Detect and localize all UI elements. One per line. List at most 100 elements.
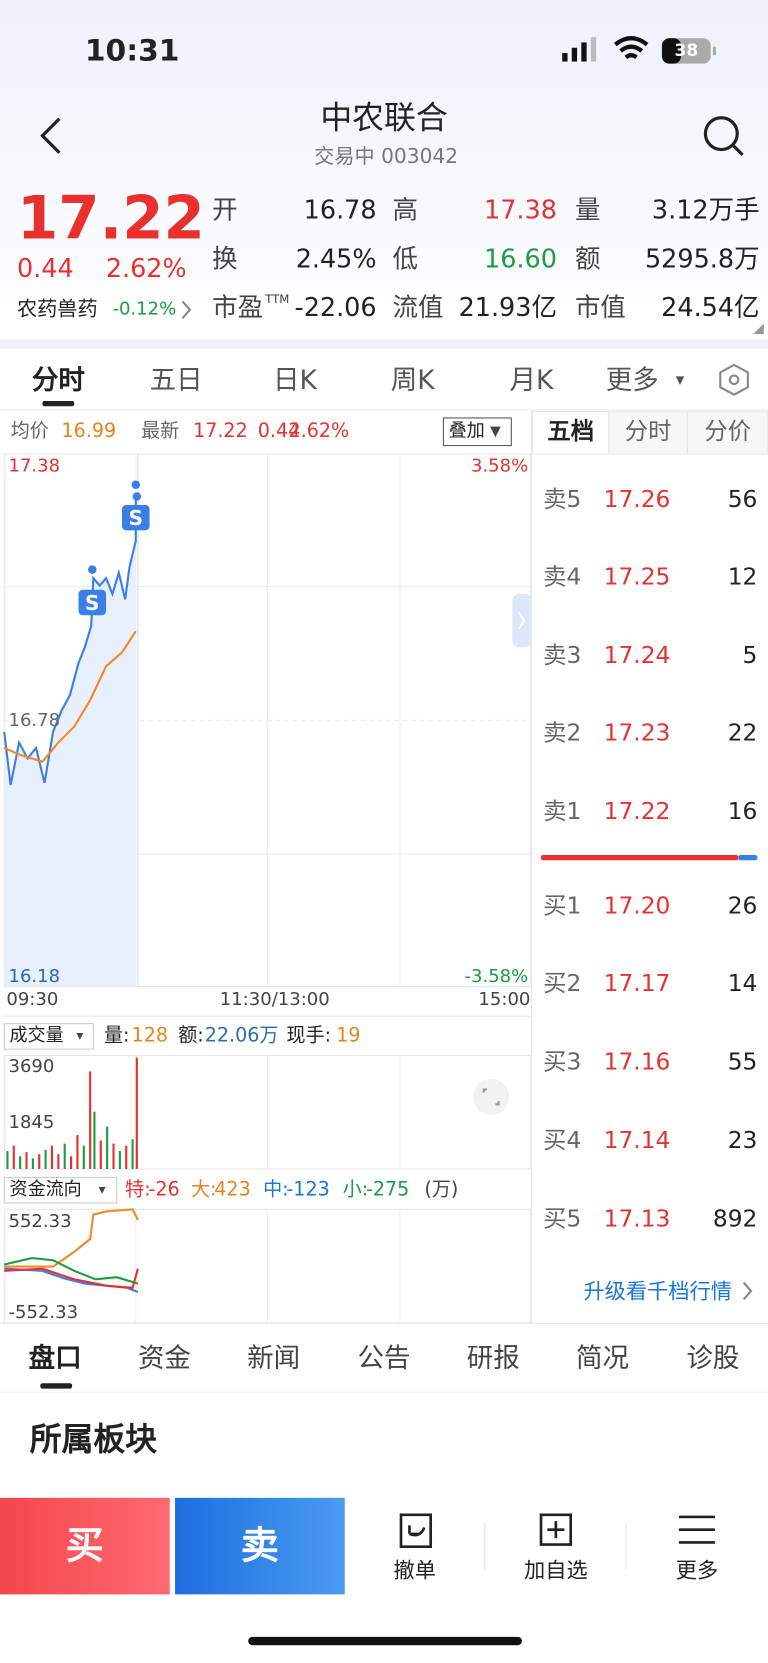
- overlay-button[interactable]: 叠加: [448, 420, 485, 442]
- volume-selector[interactable]: 成交量: [9, 1025, 64, 1047]
- settings-icon[interactable]: [728, 374, 740, 386]
- stock-name: 中农联合: [320, 99, 448, 137]
- trade-dot: [88, 565, 97, 574]
- chart-tab[interactable]: 分时: [31, 364, 85, 396]
- back-icon[interactable]: [40, 117, 61, 154]
- avg-label: 均价: [10, 420, 49, 443]
- ob-tab-box[interactable]: [531, 411, 610, 455]
- chart-tab[interactable]: 更多: [605, 364, 659, 396]
- fund-value: 423: [214, 1178, 251, 1201]
- stat-label: 量: [574, 195, 601, 225]
- time-label: 09:30: [6, 989, 59, 1011]
- volume-tick: 3690: [8, 1056, 55, 1078]
- ob-price: 17.26: [603, 486, 671, 514]
- ob-tab-box[interactable]: [686, 411, 768, 455]
- signal: [581, 42, 587, 62]
- fund-selector[interactable]: 资金流向: [9, 1179, 82, 1201]
- fund-label: 小:: [342, 1178, 369, 1201]
- sell-marker: [121, 504, 150, 531]
- cancel-icon[interactable]: [399, 1513, 433, 1548]
- stat-label: 高: [392, 195, 418, 225]
- buy-sell-ratio-bar: [738, 855, 758, 861]
- dropdown-arrow: ▾: [675, 369, 685, 390]
- ob-price: 17.25: [603, 564, 671, 591]
- ob-volume: 16: [727, 798, 758, 826]
- sell-button[interactable]: [175, 1497, 345, 1595]
- ob-label: 买3: [543, 1049, 582, 1076]
- buy-button[interactable]: [0, 1497, 170, 1595]
- volume-value: 128: [131, 1024, 168, 1048]
- expand-handle-icon[interactable]: [517, 611, 526, 630]
- amount-label: 额:: [178, 1024, 204, 1048]
- volume-selector-box[interactable]: [3, 1023, 94, 1050]
- chart-tab[interactable]: 日K: [272, 364, 317, 396]
- hand-label: 现手:: [286, 1024, 332, 1048]
- watch-icon[interactable]: [539, 1513, 573, 1546]
- ob-volume: 5: [742, 642, 758, 670]
- ob-price: 17.20: [603, 893, 671, 920]
- ob-label: 买5: [543, 1206, 582, 1233]
- ob-label: 买2: [543, 970, 582, 998]
- status-time: 10:31: [84, 32, 180, 68]
- upgrade-link[interactable]: 升级看千档行情: [583, 1278, 732, 1304]
- ob-tab[interactable]: 分时: [624, 419, 672, 446]
- info-tab[interactable]: 盘口: [28, 1342, 82, 1374]
- more-icon[interactable]: [678, 1515, 715, 1544]
- stat-value: 5295.8万: [644, 243, 760, 274]
- cancel-label[interactable]: 撤单: [393, 1557, 436, 1583]
- ob-label: 卖5: [543, 486, 582, 514]
- stat-value: 24.54亿: [661, 292, 760, 323]
- stock-status: 交易中 003042: [314, 144, 459, 169]
- hand-value: 19: [336, 1024, 361, 1048]
- sell-label[interactable]: 卖: [240, 1524, 279, 1568]
- ob-price: 17.17: [603, 970, 671, 998]
- info-tab[interactable]: 新闻: [247, 1342, 301, 1374]
- ob-label: 买1: [543, 893, 582, 920]
- ob-tab[interactable]: 五档: [547, 419, 595, 446]
- info-tab[interactable]: 简况: [576, 1342, 630, 1374]
- info-tab[interactable]: 诊股: [686, 1342, 740, 1374]
- sector-name: 农药兽药: [16, 297, 98, 321]
- search-icon[interactable]: [703, 116, 739, 152]
- volume-bar: [76, 1135, 79, 1170]
- battery-tip: [712, 46, 717, 56]
- ob-price: 17.14: [603, 1127, 671, 1155]
- volume-bar: [63, 1143, 66, 1170]
- ob-tab-box[interactable]: [608, 411, 688, 455]
- ob-label: 卖2: [543, 720, 582, 747]
- expand-handle[interactable]: [512, 594, 532, 648]
- volume-tick: 1845: [8, 1112, 55, 1134]
- fund-tick: 552.33: [8, 1210, 72, 1233]
- fund-value: -26: [148, 1178, 180, 1201]
- watch-label[interactable]: 加自选: [524, 1557, 588, 1583]
- sector-change: -0.12%: [112, 298, 177, 320]
- stat-value: 2.45%: [295, 243, 377, 274]
- fund-selector-box[interactable]: [3, 1176, 118, 1204]
- more-label[interactable]: 更多: [675, 1557, 719, 1583]
- fullscreen-icon[interactable]: [482, 1088, 500, 1106]
- axis-low: 16.18: [8, 965, 61, 988]
- info-tab[interactable]: 资金: [137, 1342, 191, 1374]
- dropdown-arrow: ▾: [98, 1182, 106, 1199]
- volume-bar: [112, 1143, 115, 1170]
- info-tab[interactable]: 公告: [357, 1342, 411, 1374]
- chart-tab[interactable]: 周K: [390, 364, 435, 396]
- fund-label: 特:: [125, 1178, 151, 1201]
- ob-tab[interactable]: 分价: [704, 419, 752, 446]
- buy-label[interactable]: 买: [65, 1524, 104, 1568]
- search-icon[interactable]: [731, 144, 744, 157]
- battery-level: [661, 38, 682, 64]
- price-change: 0.44: [16, 253, 74, 284]
- chart-tab[interactable]: 月K: [509, 364, 554, 396]
- stat-label: 换: [212, 243, 238, 274]
- chart-tab[interactable]: 五日: [149, 364, 203, 396]
- overlay-box[interactable]: [442, 417, 512, 447]
- settings-icon[interactable]: [719, 363, 749, 396]
- ob-label: 卖1: [543, 798, 582, 826]
- stat-label: 额: [574, 243, 601, 274]
- fullscreen-button[interactable]: [473, 1078, 510, 1115]
- info-tab[interactable]: 研报: [466, 1342, 520, 1374]
- buy-sell-ratio-bar: [541, 855, 739, 861]
- price-line: [3, 498, 137, 786]
